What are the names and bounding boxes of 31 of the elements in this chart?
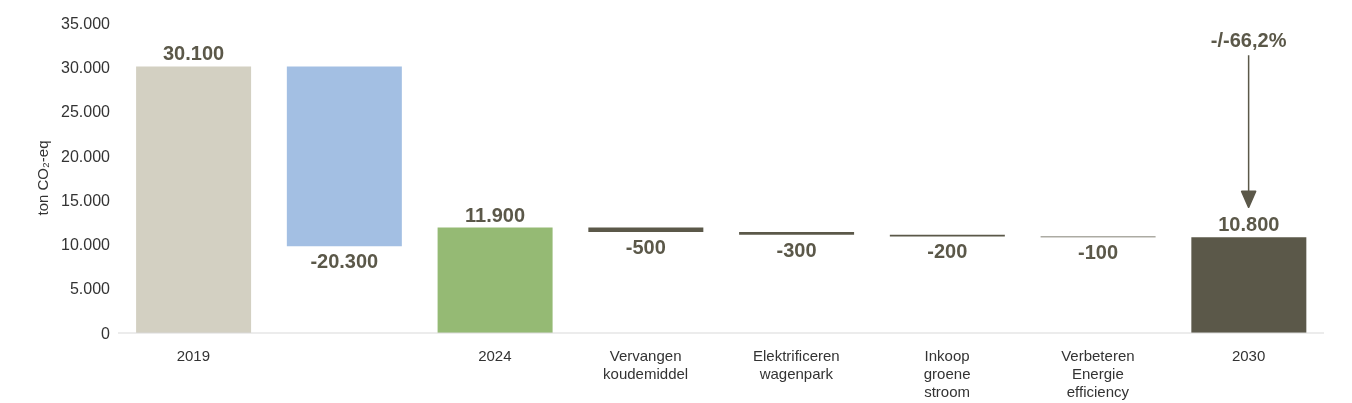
y-tick-label: 0 (101, 324, 111, 342)
bar (1191, 237, 1307, 333)
x-tick-label: 2024 (478, 347, 512, 364)
bar (588, 227, 704, 233)
x-tick-label: Verbeteren Energie efficiency (1061, 347, 1135, 400)
x-tick-label: Inkoop groene stroom (923, 347, 971, 400)
y-tick-label: 35.000 (61, 14, 111, 32)
y-tick-label: 15.000 (61, 191, 111, 209)
x-tick-label: 2030 (1231, 347, 1266, 364)
data-label: -500 (625, 236, 666, 259)
data-label: 10.800 (1218, 213, 1280, 236)
x-tick-label: Elektrificeren wagenpark (753, 347, 840, 382)
bar (136, 66, 252, 333)
y-tick-label: 20.000 (61, 147, 111, 165)
x-tick-label: 2019 (176, 347, 211, 364)
data-label: -20.300 (310, 250, 379, 273)
y-tick-label: 5.000 (69, 280, 111, 298)
bar (286, 66, 402, 247)
x-tick-label: Vervangen koudemiddel (603, 347, 689, 382)
y-tick-label: 10.000 (61, 236, 111, 254)
data-label: -200 (927, 240, 968, 263)
data-label: 11.900 (465, 203, 526, 226)
data-label: -100 (1078, 241, 1119, 264)
bar (437, 227, 553, 333)
y-tick-label: 25.000 (61, 103, 111, 121)
data-label: -300 (776, 238, 817, 261)
y-axis-title: ton CO₂-eq (34, 140, 52, 216)
y-tick-label: 30.000 (61, 58, 111, 76)
bar (739, 232, 855, 235)
data-label: 30.100 (163, 42, 225, 65)
annotation: -/-66,2% (1210, 29, 1287, 52)
